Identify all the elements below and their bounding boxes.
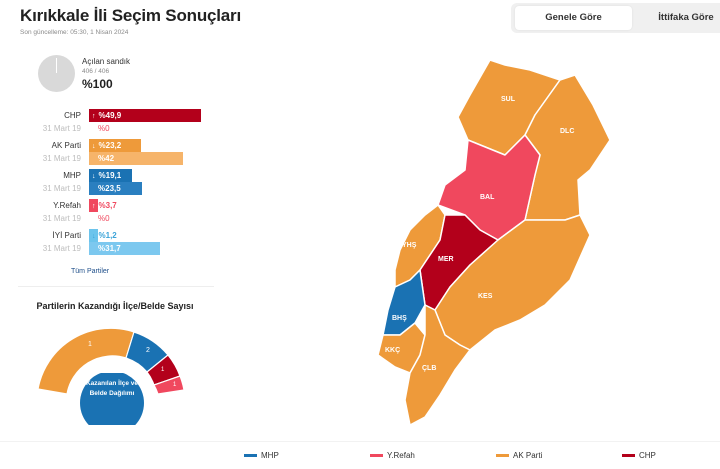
value-akp-current: ↓ %23,2: [92, 141, 122, 150]
legend-swatch: [622, 454, 635, 458]
map-label-mer: MER: [438, 256, 454, 263]
value-iyi-current: ↓ %1,2: [92, 231, 117, 240]
arrow-up-icon: ↑: [92, 113, 96, 120]
bar-mhp-previous: [89, 182, 142, 195]
party-name-chp: CHP: [64, 111, 81, 120]
prev-label-mhp: 31 Mart 19: [42, 184, 81, 193]
gauge-count-mhp: 2: [146, 347, 150, 354]
value-yrefah-previous: %0: [98, 214, 110, 223]
ballot-progress-pie-icon: [38, 55, 75, 92]
bar-chp-current: [89, 109, 201, 122]
map-label-clb: ÇLB: [422, 365, 436, 372]
divider: [18, 286, 214, 287]
map-label-yhs: YHŞ: [402, 242, 417, 249]
map-district-kes[interactable]: [434, 214, 591, 351]
map-label-kkc: KKÇ: [385, 347, 400, 354]
legend-item-chp: CHP: [622, 451, 656, 460]
toggle-alliance[interactable]: İttifaka Göre: [658, 12, 714, 23]
party-name-yrefah: Y.Refah: [53, 201, 81, 210]
map-label-kes: KES: [478, 293, 493, 300]
map-label-sul: SUL: [501, 96, 516, 103]
arrow-down-icon: ↓: [92, 143, 96, 150]
bar-iyi-previous: [89, 242, 160, 255]
legend-swatch: [496, 454, 509, 458]
prev-label-akp: 31 Mart 19: [42, 154, 81, 163]
party-name-iyi: İYİ Parti: [52, 231, 81, 240]
ballot-label: Açılan sandık: [82, 57, 131, 66]
legend-divider: [0, 441, 720, 442]
all-parties-link[interactable]: Tüm Partiler: [71, 268, 110, 275]
legend-swatch: [244, 454, 257, 458]
gauge-count-chp: 1: [161, 367, 165, 373]
value-mhp-previous: %23,5: [98, 184, 121, 193]
won-districts-title: Partilerin Kazandığı İlçe/Belde Sayısı: [36, 301, 194, 311]
value-iyi-previous: %31,7: [98, 244, 121, 253]
map-label-dlc: DLC: [560, 128, 574, 135]
arrow-up-icon: ↑: [92, 203, 96, 210]
arrow-down-icon: ↓: [92, 233, 96, 240]
value-yrefah-current: ↑ %3,7: [92, 201, 117, 210]
last-updated-text: Son güncelleme: 05:30, 1 Nisan 2024: [20, 29, 129, 36]
toggle-general[interactable]: Genele Göre: [515, 6, 632, 30]
arrow-down-icon: ↓: [92, 173, 96, 180]
bar-akp-current: [89, 139, 141, 152]
party-name-akp: AK Parti: [51, 141, 81, 150]
map-district-clb[interactable]: [404, 304, 471, 426]
gauge-count-yrefah: 1: [173, 382, 177, 388]
gauge-center-label: Kazanılan İlçe ve Belde Dağılımı: [85, 380, 139, 397]
value-akp-previous: %42: [98, 154, 115, 163]
gauge-center-circle: [80, 373, 144, 425]
value-chp-current: ↑ %49,9: [92, 111, 122, 120]
prev-label-yrefah: 31 Mart 19: [42, 214, 81, 223]
legend-item-yrefah: Y.Refah: [370, 451, 415, 460]
legend-swatch: [370, 454, 383, 458]
ballot-percent: %100: [82, 77, 113, 91]
legend-item-mhp: MHP: [244, 451, 279, 460]
prev-label-chp: 31 Mart 19: [42, 124, 81, 133]
bar-mhp-current: [89, 169, 132, 182]
district-map: SUL DLC BAL YHŞ MER KES BHŞ KKÇ ÇLB: [377, 59, 611, 426]
gauge-count-akp: 1: [88, 341, 92, 348]
value-mhp-current: ↓ %19,1: [92, 171, 122, 180]
gauge-segment-yrefah[interactable]: [153, 375, 185, 395]
map-label-bal: BAL: [480, 194, 495, 201]
prev-label-iyi: 31 Mart 19: [42, 244, 81, 253]
ballot-count: 406 / 406: [82, 68, 110, 75]
bar-yrefah-current: [89, 199, 98, 212]
legend-item-akp: AK Parti: [496, 451, 542, 460]
view-toggle: Genele Göre İttifaka Göre: [511, 3, 720, 33]
map-label-bhs: BHŞ: [392, 315, 407, 322]
page-title: Kırıkkale İli Seçim Sonuçları: [20, 6, 241, 25]
bar-akp-previous: [89, 152, 184, 165]
bar-iyi-current: [89, 229, 98, 242]
value-chp-previous: %0: [98, 124, 110, 133]
won-districts-gauge: 1 2 1 1: [37, 327, 185, 395]
party-name-mhp: MHP: [63, 171, 81, 180]
